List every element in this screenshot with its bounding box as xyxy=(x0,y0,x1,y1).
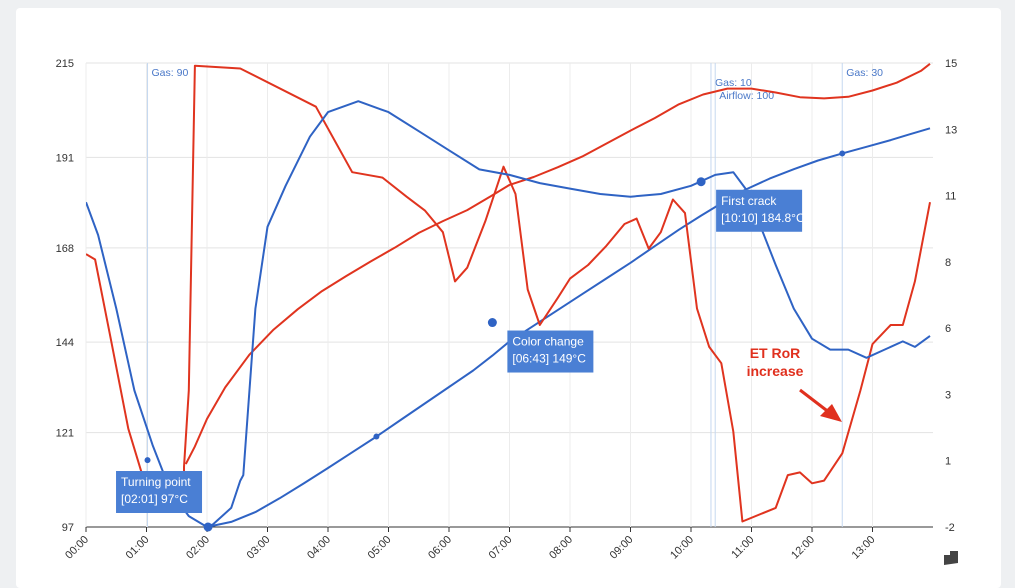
annotation-label: [02:01] 97°C xyxy=(121,492,188,506)
chart-card: 97 121 144 168 191 215 -2 1 3 6 8 11 13 15 00:00 01:00 0… xyxy=(16,8,1001,588)
y-right-tick-label: 3 xyxy=(945,389,951,401)
annotation-label: [06:43] 149°C xyxy=(512,352,586,366)
x-tick-label: 09:00 xyxy=(608,534,636,562)
x-tick-label: 07:00 xyxy=(487,534,515,562)
y-left-tick-label: 215 xyxy=(56,58,74,70)
event-label: Gas: 30 xyxy=(846,67,883,79)
callout-text: ET RoR xyxy=(750,345,801,361)
annotation-box xyxy=(716,189,803,232)
y-right-tick-label: -2 xyxy=(945,522,955,534)
x-tick-label: 13:00 xyxy=(850,534,878,562)
series-line-bean_temp xyxy=(206,127,931,527)
callout-arrowhead xyxy=(820,404,842,422)
event-point xyxy=(144,457,151,464)
y-left-tick-label: 144 xyxy=(56,337,74,349)
event-label: Gas: 90 xyxy=(152,67,189,79)
x-tick-label: 12:00 xyxy=(789,534,817,562)
annotations: Turning point [02:01] 97°C Color change [06… xyxy=(116,177,805,532)
x-tick-label: 06:00 xyxy=(426,534,454,562)
event-point xyxy=(839,150,846,157)
event-point xyxy=(373,433,380,440)
y-left-tick-label: 191 xyxy=(56,152,74,164)
annotation-label: Turning point xyxy=(121,475,191,489)
series-group xyxy=(86,63,931,527)
annotation-label: First crack xyxy=(721,194,777,208)
y-right-tick-label: 15 xyxy=(945,58,957,70)
series-line-bean_ror xyxy=(86,100,931,527)
annotation-box xyxy=(507,330,594,373)
callout-text: increase xyxy=(747,363,804,379)
x-tick-label: 01:00 xyxy=(124,534,152,562)
x-tick-label: 00:00 xyxy=(63,534,91,562)
y-right-tick-label: 6 xyxy=(945,323,951,335)
series-line-env_temp xyxy=(184,63,931,465)
event-label: Gas: 10 xyxy=(715,77,752,89)
x-tick-label: 03:00 xyxy=(245,534,273,562)
annotation-label: [10:10] 184.8°C xyxy=(721,211,805,225)
x-tick-label: 04:00 xyxy=(305,534,333,562)
x-tick-label: 02:00 xyxy=(184,534,212,562)
ror-callout: ET RoR increase xyxy=(747,345,842,422)
x-tick-label: 10:00 xyxy=(668,534,696,562)
annotation-point xyxy=(203,522,213,532)
x-tick-label: 05:00 xyxy=(366,534,394,562)
y-left-tick-label: 168 xyxy=(56,243,74,255)
logo-icon xyxy=(944,551,958,565)
callout-arrow-line xyxy=(799,388,831,415)
y-right-tick-label: 1 xyxy=(945,456,951,468)
y-right-tick-label: 13 xyxy=(945,124,957,136)
annotation-label: Color change xyxy=(512,335,584,349)
grid xyxy=(85,62,933,532)
y-right-tick-label: 11 xyxy=(945,191,956,203)
x-tick-label: 11:00 xyxy=(729,534,756,561)
annotation-point xyxy=(487,318,497,328)
y-left-tick-label: 121 xyxy=(56,428,74,440)
annotation-box xyxy=(116,471,203,513)
y-left-tick-label: 97 xyxy=(62,522,74,534)
x-tick-label: 08:00 xyxy=(547,534,575,562)
y-right-tick-label: 8 xyxy=(945,257,951,269)
series-line-ror xyxy=(86,64,931,523)
event-label: Airflow: 100 xyxy=(719,90,774,102)
annotation-point xyxy=(696,177,706,187)
